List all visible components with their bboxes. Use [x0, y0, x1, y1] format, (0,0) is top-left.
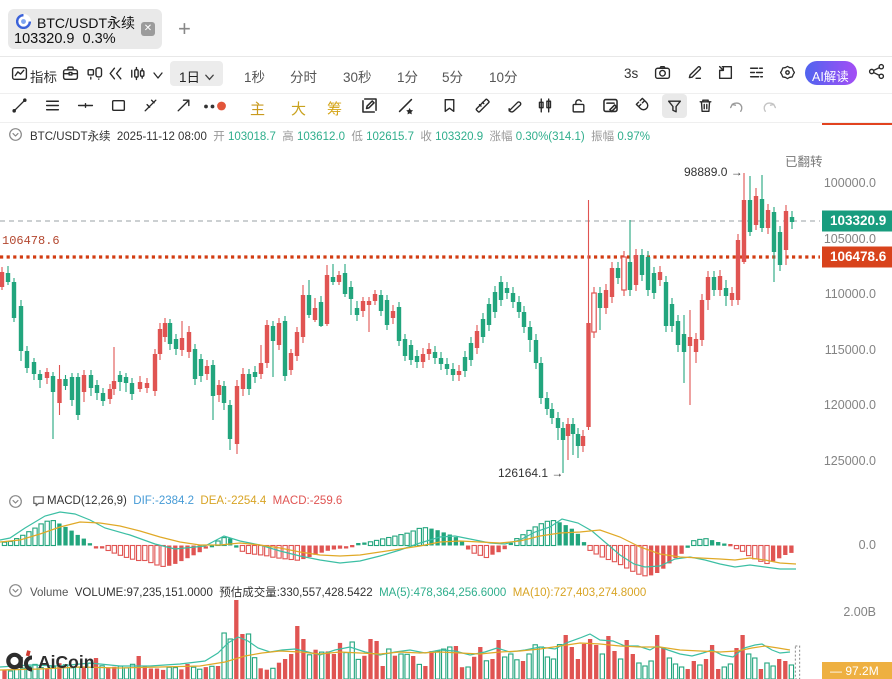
svg-text:AiCoin: AiCoin [38, 652, 94, 672]
